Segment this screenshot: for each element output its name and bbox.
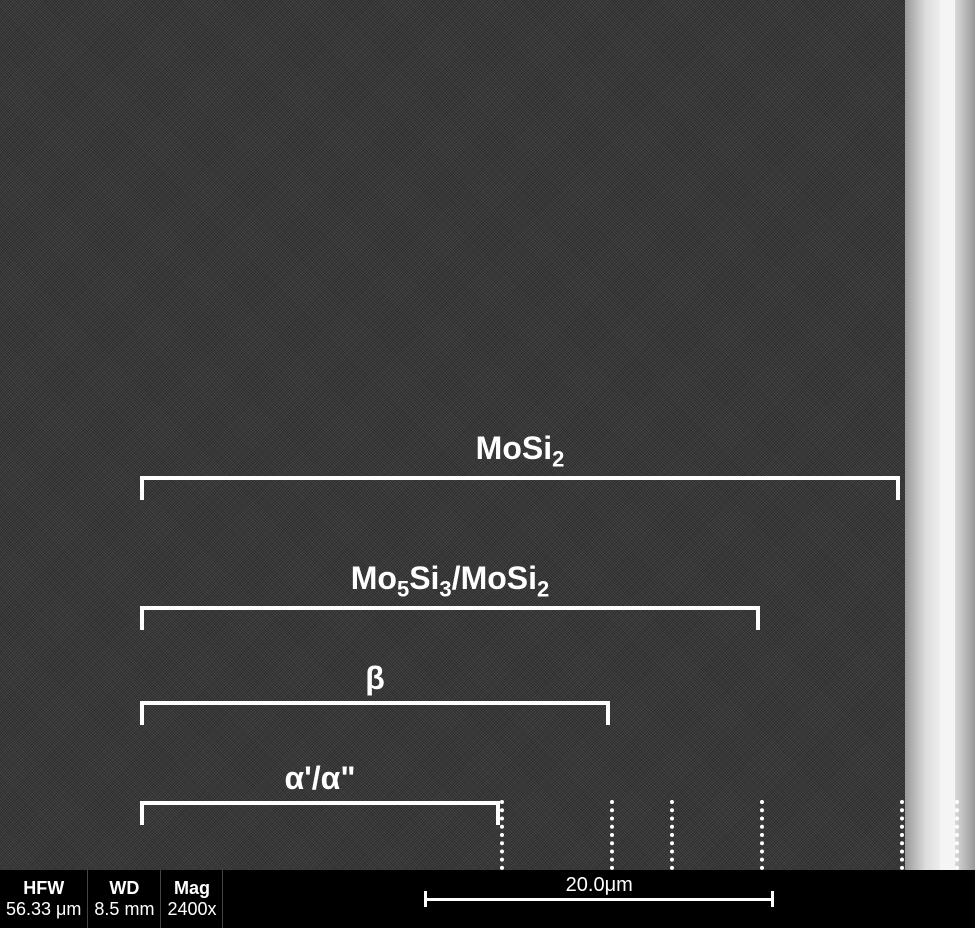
sem-micrograph: MoSi2 Mo5Si3/MoSi2 β α'/α" (0, 0, 975, 870)
scale-bar: 20.0μm (424, 898, 774, 901)
scale-bar-section: 20.0μm (223, 870, 975, 928)
layer-bracket-line (140, 801, 500, 805)
layer-annotation-alpha: α'/α" (140, 760, 500, 805)
boundary-dotted-line (900, 800, 904, 870)
boundary-dotted-line (955, 800, 959, 870)
layer-bracket-line (140, 701, 610, 705)
boundary-dotted-line (760, 800, 764, 870)
layer-bracket-line (140, 476, 900, 480)
layer-annotation-beta: β (140, 660, 610, 705)
boundary-dotted-line (610, 800, 614, 870)
sem-info-bar: HFW 56.33 μm WD 8.5 mm Mag 2400x 20.0μm (0, 870, 975, 928)
info-header: WD (109, 878, 139, 899)
scale-label: 20.0μm (566, 874, 633, 897)
right-band-stripe (940, 0, 955, 870)
info-value: 56.33 μm (6, 899, 81, 920)
layer-label: Mo5Si3/MoSi2 (140, 560, 760, 602)
info-header: HFW (23, 878, 64, 899)
right-light-band (905, 0, 975, 870)
layer-annotation-mosi2: MoSi2 (140, 430, 900, 480)
layer-label: β (140, 660, 610, 697)
layer-label: α'/α" (140, 760, 500, 797)
info-cell-hfw: HFW 56.33 μm (0, 870, 88, 928)
info-value: 8.5 mm (94, 899, 154, 920)
layer-annotation-mo5si3: Mo5Si3/MoSi2 (140, 560, 760, 610)
boundary-dotted-line (500, 800, 504, 870)
info-cell-wd: WD 8.5 mm (88, 870, 161, 928)
info-header: Mag (174, 878, 210, 899)
info-cell-mag: Mag 2400x (161, 870, 223, 928)
layer-label: MoSi2 (140, 430, 900, 472)
boundary-dotted-line (670, 800, 674, 870)
info-value: 2400x (167, 899, 216, 920)
layer-bracket-line (140, 606, 760, 610)
